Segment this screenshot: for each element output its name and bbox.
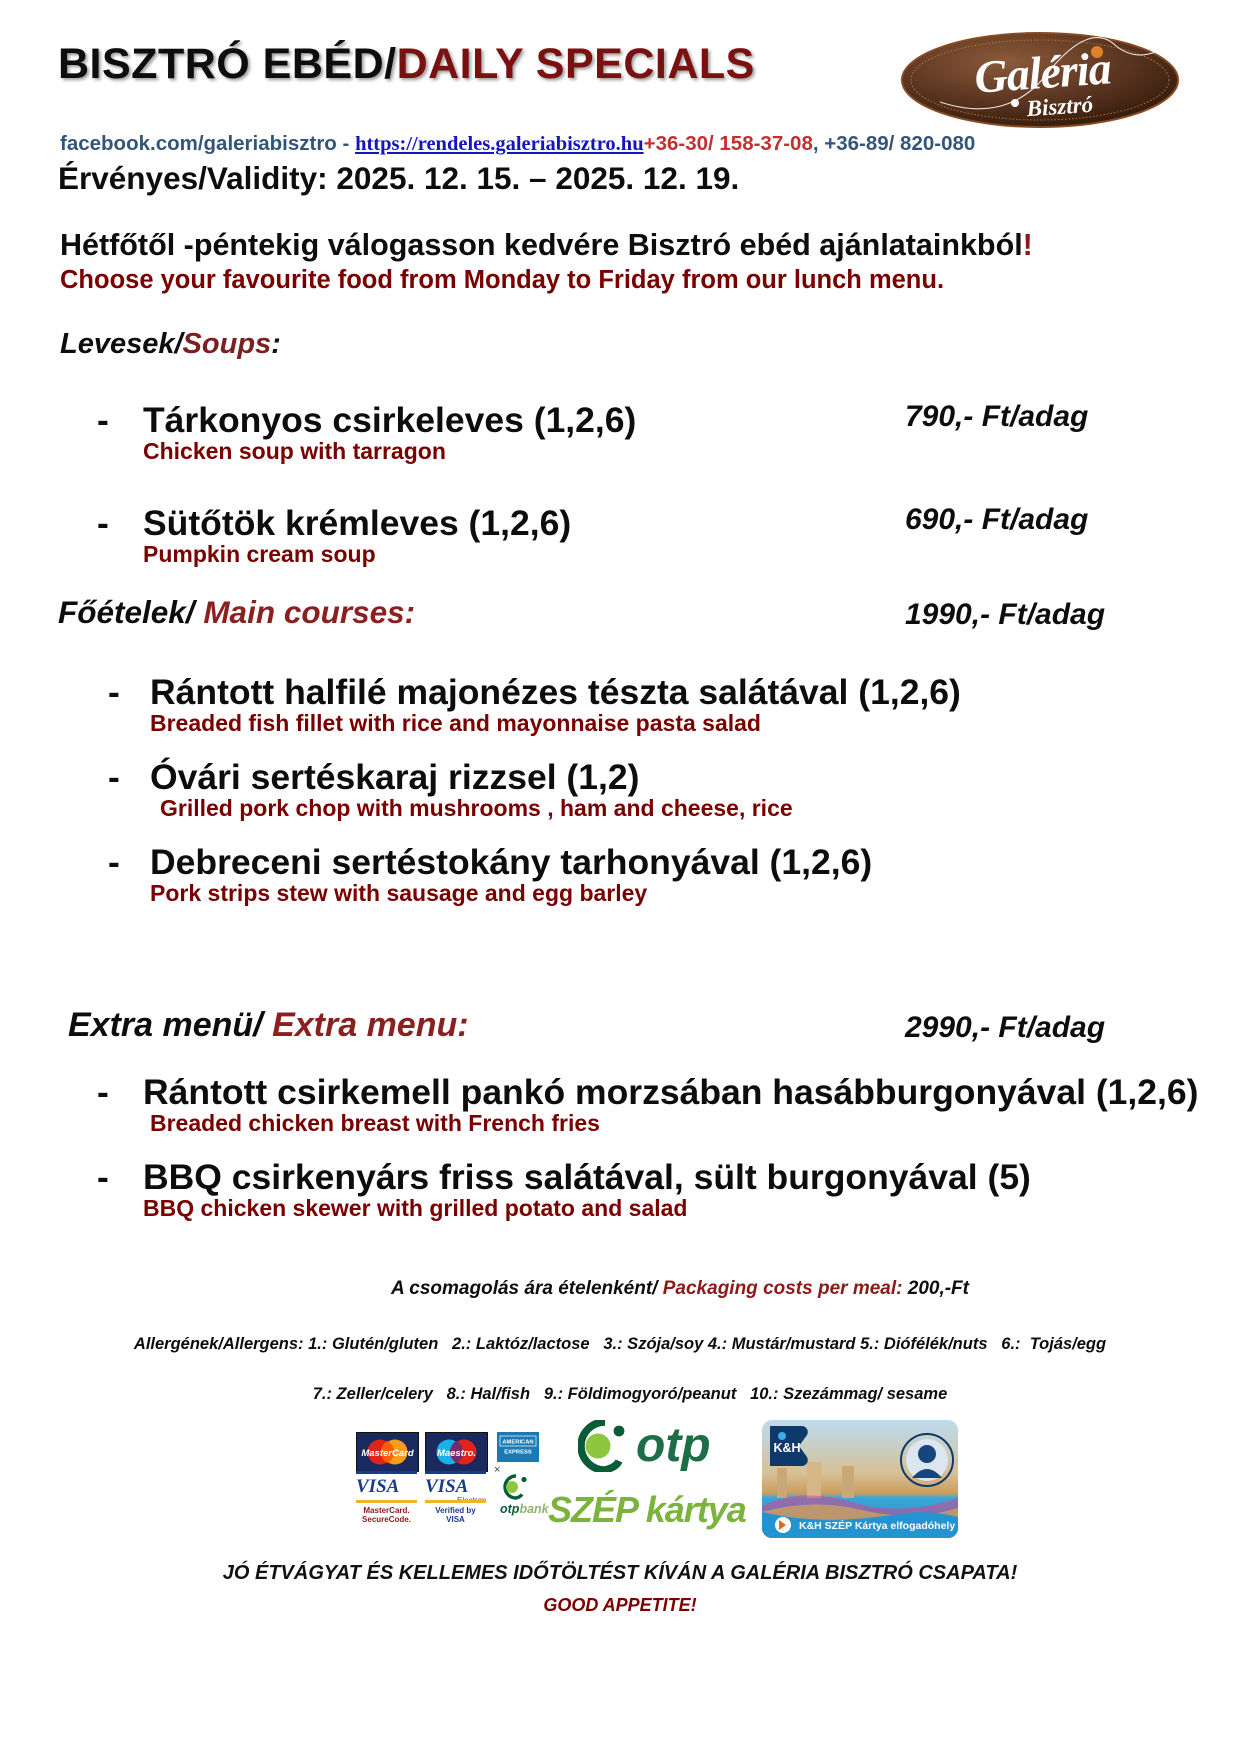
svg-text:EXPRESS: EXPRESS — [504, 1450, 532, 1456]
svg-text:K&H SZÉP Kártya elfogadóhely: K&H SZÉP Kártya elfogadóhely — [799, 1519, 955, 1532]
svg-text:Maestro.: Maestro. — [437, 1448, 476, 1459]
svg-text:MasterCard: MasterCard — [361, 1448, 413, 1459]
svg-text:Bisztró: Bisztró — [1025, 92, 1094, 122]
svg-text:K&H: K&H — [773, 1441, 800, 1455]
svg-text:AMERICAN: AMERICAN — [502, 1440, 533, 1446]
